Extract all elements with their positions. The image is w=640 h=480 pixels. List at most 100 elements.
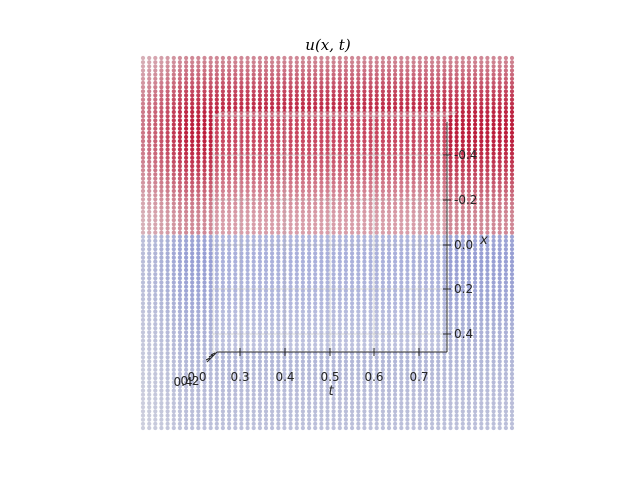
scatter-point — [263, 168, 269, 173]
scatter-point — [251, 105, 256, 110]
scatter-point — [153, 259, 158, 264]
scatter-point — [380, 105, 385, 110]
scatter-point — [442, 85, 447, 90]
scatter-point — [288, 172, 293, 177]
scatter-point — [196, 130, 201, 135]
scatter-point — [220, 301, 225, 306]
scatter-point — [374, 401, 379, 406]
scatter-point — [153, 101, 158, 106]
scatter-point — [159, 363, 164, 368]
scatter-point — [282, 85, 287, 90]
scatter-point — [177, 421, 182, 426]
scatter-point — [233, 330, 238, 335]
scatter-point — [282, 76, 287, 81]
scatter-point — [153, 68, 158, 73]
scatter-point — [270, 342, 275, 347]
scatter-point — [436, 76, 441, 81]
scatter-point — [454, 367, 459, 372]
scatter-point — [140, 193, 146, 198]
scatter-point — [220, 388, 225, 393]
scatter-point — [313, 168, 318, 173]
scatter-point — [263, 68, 269, 73]
scatter-point — [208, 338, 213, 343]
scatter-point — [356, 421, 361, 426]
scatter-point — [331, 72, 336, 77]
scatter-point — [362, 85, 367, 90]
scatter-point — [319, 396, 324, 401]
scatter-point — [325, 401, 330, 406]
scatter-point — [276, 143, 281, 148]
scatter-point — [153, 251, 158, 256]
scatter-point — [171, 222, 176, 227]
scatter-point — [147, 55, 152, 61]
scatter-point — [448, 180, 453, 185]
scatter-point — [159, 413, 164, 418]
scatter-point — [202, 251, 207, 256]
scatter-point — [466, 80, 471, 85]
scatter-point — [171, 143, 176, 148]
scatter-point — [307, 85, 312, 90]
scatter-point — [362, 68, 367, 73]
scatter-point — [251, 413, 256, 418]
scatter-point — [140, 218, 146, 223]
scatter-point — [460, 55, 465, 61]
scatter-point — [374, 105, 379, 110]
scatter-point — [466, 376, 471, 381]
scatter-point — [245, 93, 250, 98]
scatter-point — [227, 284, 232, 289]
scatter-point — [294, 425, 299, 431]
scatter-point — [294, 234, 299, 239]
scatter-point — [436, 396, 441, 401]
scatter-point — [319, 130, 324, 135]
scatter-point — [190, 255, 195, 260]
scatter-point — [313, 421, 318, 426]
scatter-point — [417, 413, 422, 418]
scatter-point — [227, 251, 232, 256]
scatter-point — [313, 122, 318, 127]
scatter-point — [300, 421, 305, 426]
scatter-point — [454, 392, 459, 397]
scatter-point — [190, 93, 195, 98]
scatter-point — [214, 359, 219, 364]
scatter-point — [190, 101, 195, 106]
scatter-point — [307, 80, 312, 85]
scatter-point — [171, 176, 176, 181]
scatter-point — [177, 159, 182, 164]
scatter-point — [159, 371, 164, 377]
scatter-point — [466, 355, 471, 360]
scatter-point — [343, 409, 348, 414]
scatter-point — [405, 421, 410, 426]
scatter-point — [184, 151, 189, 156]
scatter-point — [190, 355, 195, 360]
scatter-point — [300, 371, 305, 377]
scatter-point — [153, 155, 158, 160]
scatter-point — [466, 209, 471, 214]
scatter-point — [362, 405, 367, 410]
scatter-point — [245, 213, 250, 219]
scatter-point — [202, 313, 207, 318]
scatter-point — [233, 60, 238, 65]
scatter-point — [448, 259, 453, 264]
scatter-point — [251, 297, 256, 302]
scatter-point — [227, 218, 232, 223]
scatter-point — [331, 425, 336, 431]
scatter-point — [307, 417, 312, 422]
scatter-point — [251, 205, 256, 210]
scatter-point — [466, 313, 471, 318]
scatter-point — [184, 205, 189, 210]
scatter-point — [380, 85, 385, 90]
scatter-point — [454, 105, 459, 110]
scatter-point — [165, 101, 170, 106]
scatter-point — [337, 105, 342, 110]
scatter-point — [282, 101, 287, 106]
scatter-point — [466, 276, 471, 281]
scatter-point — [190, 60, 195, 65]
scatter-point — [350, 76, 355, 81]
scatter-point — [294, 355, 299, 360]
scatter-point — [171, 317, 176, 322]
scatter-point — [220, 201, 225, 206]
scatter-point — [140, 367, 146, 372]
scatter-point — [263, 118, 269, 123]
scatter-point — [368, 417, 373, 422]
scatter-point — [227, 388, 232, 393]
